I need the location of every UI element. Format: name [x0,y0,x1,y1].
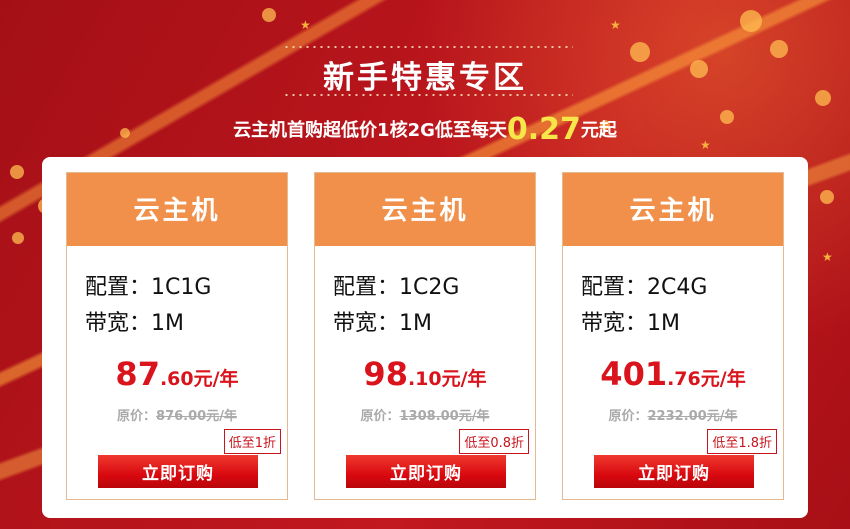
card-title: 云主机 [563,173,783,246]
page-title: 新手特惠专区 [323,60,527,96]
original-price: 原价：1308.00元/年 [315,405,535,424]
product-card: 云主机 配置：1C1G 带宽：1M 87.60元/年 原价：876.00元/年 … [66,172,288,500]
bandwidth-spec: 带宽：1M [581,311,680,336]
original-price-value: 2232.00元/年 [647,409,738,424]
bandwidth-spec: 带宽：1M [85,311,184,336]
card-title: 云主机 [67,173,287,246]
discount-badge: 低至1.8折 [707,429,777,454]
discount-badge: 低至1折 [223,429,281,454]
subtitle-text: 云主机首购超低价1核2G低至每天 [233,120,507,141]
price-integer: 87 [115,355,160,393]
card-title: 云主机 [315,173,535,246]
dotted-line [283,46,573,48]
sale-price: 98.10元/年 [315,355,535,393]
sale-price: 401.76元/年 [563,355,783,393]
subtitle: 云主机首购超低价1核2G低至每天0.27元起 [0,112,850,147]
original-price-label: 原价： [608,409,648,424]
price-decimal: .10元/年 [407,368,487,390]
original-price: 原价：876.00元/年 [67,405,287,424]
config-spec: 配置：1C2G [333,275,460,300]
price-decimal: .60元/年 [159,368,239,390]
original-price: 原价：2232.00元/年 [563,405,783,424]
original-price-value: 876.00元/年 [156,409,237,424]
order-now-button[interactable]: 立即订购 [98,455,258,488]
original-price-label: 原价： [360,409,400,424]
discount-badge: 低至0.8折 [459,429,529,454]
config-spec: 配置：1C1G [85,275,212,300]
price-integer: 98 [363,355,408,393]
subtitle-price: 0.27 [506,112,581,147]
price-integer: 401 [600,355,668,393]
order-now-button[interactable]: 立即订购 [594,455,754,488]
subtitle-suffix: 元起 [580,120,617,141]
dotted-line [283,94,573,96]
price-decimal: .76元/年 [667,368,746,390]
sale-price: 87.60元/年 [67,355,287,393]
product-card: 云主机 配置：1C2G 带宽：1M 98.10元/年 原价：1308.00元/年… [314,172,536,500]
product-card: 云主机 配置：2C4G 带宽：1M 401.76元/年 原价：2232.00元/… [562,172,784,500]
original-price-label: 原价： [117,409,157,424]
original-price-value: 1308.00元/年 [399,409,490,424]
config-spec: 配置：2C4G [581,275,708,300]
bandwidth-spec: 带宽：1M [333,311,432,336]
order-now-button[interactable]: 立即订购 [346,455,506,488]
